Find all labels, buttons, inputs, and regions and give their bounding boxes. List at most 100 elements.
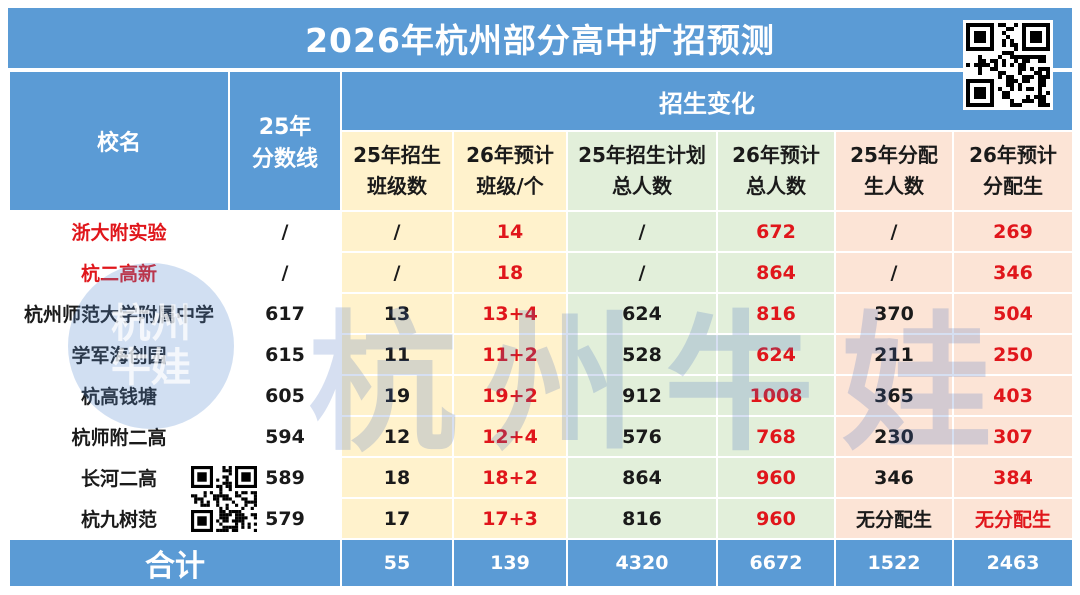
plan26-cell: 816 (716, 292, 836, 335)
total-row: 合计 55 139 4320 6672 1522 2463 (8, 538, 1075, 588)
dist26-cell: 403 (951, 374, 1075, 417)
dist25-cell: 230 (834, 415, 954, 458)
total-cell: 139 (452, 538, 568, 588)
school-name-cell: 杭师附二高 (8, 415, 230, 458)
total-cell: 6672 (716, 538, 836, 588)
plan25-cell: 624 (566, 292, 718, 335)
table-row: 杭州师范大学附属中学 617 13 13+4 624 816 370 504 (8, 292, 1075, 335)
table-row: 杭二高新 //18/864/346 (8, 251, 1075, 294)
table-row: 浙大附实验 //14/672/269 (8, 210, 1075, 253)
header-text: 26年预计 (732, 143, 820, 167)
table-row: 长河二高 589 18 18+2 864 960 346 384 (8, 456, 1075, 499)
header-text: 25年招生计划 (578, 143, 706, 167)
dist26-cell: 250 (951, 333, 1075, 376)
total-label: 合计 (8, 538, 342, 588)
header-col-plan26: 26年预计总人数 (716, 130, 836, 212)
class26-cell: 14 (452, 210, 568, 253)
header-text: 26年预计 (466, 143, 554, 167)
qr-code-small-image (191, 466, 257, 532)
class25-cell: 12 (340, 415, 454, 458)
qr-code-image (963, 20, 1053, 110)
header-text: 总人数 (746, 174, 806, 198)
header-text: 25年分配 (850, 143, 938, 167)
table-row: 学军海创园 615 11 11+2 528 624 211 250 (8, 333, 1075, 376)
score-cell: 605 (228, 374, 342, 417)
plan25-cell: 528 (566, 333, 718, 376)
header-score: 25年 分数线 (228, 70, 342, 212)
score-cell: 589 (228, 456, 342, 499)
dist26-cell: 346 (951, 251, 1075, 294)
class26-cell: 18 (452, 251, 568, 294)
page-title: 2026年杭州部分高中扩招预测 (8, 8, 1072, 68)
class25-cell: / (340, 251, 454, 294)
dist25-cell: 无分配生 (834, 497, 954, 540)
score-cell: / (228, 251, 342, 294)
table-row: 杭九树范 579 17 17+3 816 960 无分配生 无分配生 (8, 497, 1075, 540)
school-name-cell: 杭州师范大学附属中学 (8, 292, 230, 335)
table-row: 杭高钱塘 605 19 19+2 912 1008 365 403 (8, 374, 1075, 417)
score-cell: 615 (228, 333, 342, 376)
class26-cell: 11+2 (452, 333, 568, 376)
school-name-cell: 杭二高新 (8, 251, 230, 294)
school-name-cell: 浙大附实验 (8, 210, 230, 253)
class26-cell: 19+2 (452, 374, 568, 417)
plan25-cell: 864 (566, 456, 718, 499)
plan25-cell: / (566, 251, 718, 294)
school-name-cell: 学军海创园 (8, 333, 230, 376)
header-score-line1: 25年 (258, 115, 312, 140)
dist25-cell: 365 (834, 374, 954, 417)
header-col-dist25: 25年分配 生人数 (834, 130, 954, 212)
plan26-cell: 624 (716, 333, 836, 376)
plan25-cell: 576 (566, 415, 718, 458)
plan26-cell: 1008 (716, 374, 836, 417)
table-row: 杭师附二高 594 12 12+4 576 768 230 307 (8, 415, 1075, 458)
class25-cell: 13 (340, 292, 454, 335)
class26-cell: 18+2 (452, 456, 568, 499)
class26-cell: 13+4 (452, 292, 568, 335)
total-cell: 4320 (566, 538, 718, 588)
header-text: 总人数 (612, 174, 672, 198)
header-text: 26年预计 (969, 143, 1057, 167)
plan25-cell: 816 (566, 497, 718, 540)
header-col-plan25: 25年招生计划 总人数 (566, 130, 718, 212)
class26-cell: 17+3 (452, 497, 568, 540)
plan25-cell: 912 (566, 374, 718, 417)
total-cell: 1522 (834, 538, 954, 588)
class25-cell: / (340, 210, 454, 253)
dist25-cell: / (834, 251, 954, 294)
header-text: 班级数 (367, 174, 427, 198)
dist25-cell: / (834, 210, 954, 253)
enrollment-table: 校名 25年 分数线 招生变化 25年招生班级数 26年预计班级/个 25年招生… (8, 70, 1075, 588)
dist25-cell: 370 (834, 292, 954, 335)
class25-cell: 17 (340, 497, 454, 540)
header-text: 班级/个 (476, 174, 544, 198)
total-cell: 55 (340, 538, 454, 588)
score-cell: 617 (228, 292, 342, 335)
score-cell: / (228, 210, 342, 253)
dist25-cell: 346 (834, 456, 954, 499)
dist26-cell: 无分配生 (951, 497, 1075, 540)
school-name-cell: 杭高钱塘 (8, 374, 230, 417)
plan26-cell: 864 (716, 251, 836, 294)
dist25-cell: 211 (834, 333, 954, 376)
header-score-line2: 分数线 (251, 147, 318, 172)
header-group: 招生变化 (339, 70, 1075, 132)
header-col-class26: 26年预计班级/个 (452, 130, 568, 212)
plan26-cell: 672 (716, 210, 836, 253)
score-cell: 594 (228, 415, 342, 458)
dist26-cell: 504 (951, 292, 1075, 335)
plan25-cell: / (566, 210, 718, 253)
header-text: 25年招生 (353, 143, 441, 167)
table-frame: 2026年杭州部分高中扩招预测 校名 25年 分数线 招生变化 25年招生班级数… (8, 8, 1075, 588)
plan26-cell: 960 (716, 456, 836, 499)
dist26-cell: 384 (951, 456, 1075, 499)
header-school: 校名 (8, 70, 230, 212)
class25-cell: 19 (340, 374, 454, 417)
dist26-cell: 307 (951, 415, 1075, 458)
dist26-cell: 269 (951, 210, 1075, 253)
total-cell: 2463 (951, 538, 1075, 588)
header-col-class25: 25年招生班级数 (340, 130, 454, 212)
plan26-cell: 960 (716, 497, 836, 540)
header-col-dist26: 26年预计 分配生 (951, 130, 1075, 212)
class26-cell: 12+4 (452, 415, 568, 458)
